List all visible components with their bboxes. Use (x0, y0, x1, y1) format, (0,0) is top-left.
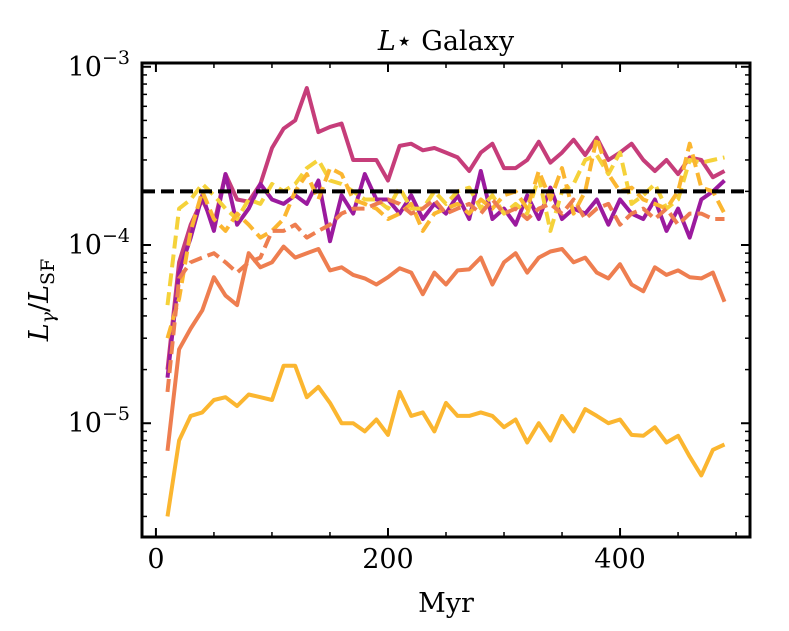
plot-frame (140, 61, 752, 539)
y-tick-label: 10−5 (68, 403, 130, 439)
series-layer (165, 86, 727, 517)
series-line-6 (165, 135, 727, 339)
series-line-3 (165, 244, 727, 452)
x-tick-label: 400 (594, 544, 646, 575)
x-tick-label: 200 (362, 544, 414, 575)
y-axis-title: Lγ/LSF (24, 259, 59, 343)
series-line-4 (165, 363, 726, 517)
x-tick-label: 0 (147, 544, 164, 575)
y-tick-label: 10−3 (68, 47, 130, 83)
series-line-7 (165, 197, 725, 393)
y-tick-label: 10−4 (68, 225, 130, 261)
tick-layer: 0 200 400 10−5 10−4 10−3 (68, 47, 750, 575)
x-axis-title: Myr (418, 588, 474, 619)
series-line-5 (165, 150, 725, 306)
chart-title: L⋆ Galaxy (377, 26, 515, 57)
